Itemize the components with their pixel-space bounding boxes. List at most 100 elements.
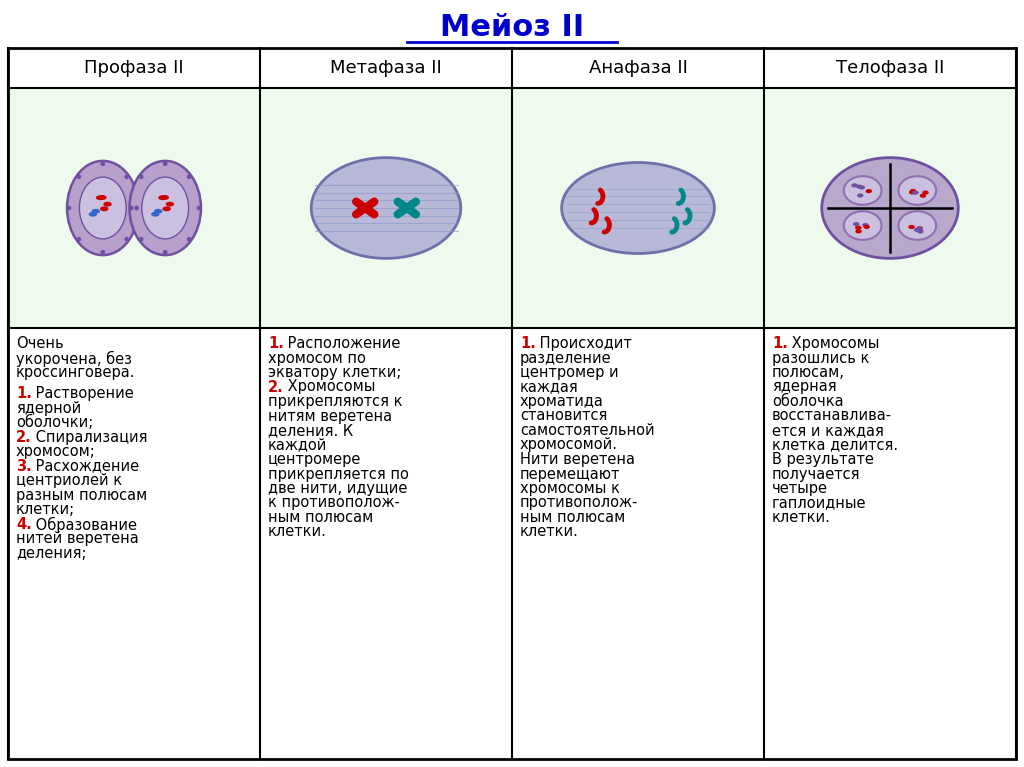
Text: клетки.: клетки. — [520, 525, 579, 539]
Ellipse shape — [858, 186, 865, 189]
Text: Расположение: Расположение — [283, 336, 400, 351]
Text: Происходит: Происходит — [535, 336, 632, 351]
Text: ным полюсам: ным полюсам — [268, 510, 374, 525]
Text: Хромосомы: Хромосомы — [283, 380, 376, 394]
Text: ным полюсам: ным полюсам — [520, 510, 626, 525]
Ellipse shape — [909, 189, 916, 193]
Text: Профаза II: Профаза II — [84, 59, 184, 77]
Text: Спирализация: Спирализация — [31, 430, 147, 445]
Text: Расхождение: Расхождение — [31, 459, 139, 473]
Text: 2.: 2. — [268, 380, 284, 394]
Ellipse shape — [154, 209, 163, 214]
Text: перемещают: перемещают — [520, 466, 621, 482]
Text: Телофаза II: Телофаза II — [836, 59, 944, 77]
Text: Анафаза II: Анафаза II — [589, 59, 687, 77]
Text: 4.: 4. — [16, 516, 32, 532]
Ellipse shape — [853, 222, 859, 226]
Ellipse shape — [163, 206, 171, 211]
Ellipse shape — [844, 211, 882, 240]
Circle shape — [125, 238, 128, 241]
Ellipse shape — [159, 196, 167, 200]
Circle shape — [101, 162, 104, 166]
Text: становится: становится — [520, 409, 607, 423]
Bar — [8, 88, 1016, 328]
Ellipse shape — [920, 193, 926, 198]
Text: 2.: 2. — [16, 430, 32, 445]
Ellipse shape — [100, 206, 109, 211]
Ellipse shape — [865, 189, 872, 193]
Ellipse shape — [909, 190, 915, 195]
Text: разошлись к: разошлись к — [772, 351, 869, 366]
Circle shape — [139, 238, 143, 241]
Text: восстанавлива-: восстанавлива- — [772, 409, 892, 423]
Text: Хромосомы: Хромосомы — [787, 336, 880, 351]
Text: Образование: Образование — [31, 516, 137, 532]
Text: клетки.: клетки. — [772, 510, 830, 525]
Text: получается: получается — [772, 466, 860, 482]
Ellipse shape — [851, 183, 858, 187]
Text: кроссинговера.: кроссинговера. — [16, 365, 135, 380]
Text: разделение: разделение — [520, 351, 611, 366]
Text: Очень: Очень — [16, 336, 63, 351]
Circle shape — [135, 206, 138, 209]
Text: оболочки;: оболочки; — [16, 415, 93, 430]
Text: укорочена, без: укорочена, без — [16, 351, 132, 367]
Text: клетки.: клетки. — [268, 525, 327, 539]
Text: нитей веретена: нитей веретена — [16, 531, 138, 546]
Circle shape — [198, 206, 201, 209]
Circle shape — [77, 175, 81, 179]
Text: Метафаза II: Метафаза II — [330, 59, 442, 77]
Text: ется и каждая: ется и каждая — [772, 423, 884, 438]
Circle shape — [187, 238, 190, 241]
Text: гаплоидные: гаплоидные — [772, 495, 866, 511]
Ellipse shape — [856, 185, 862, 189]
Ellipse shape — [916, 227, 923, 231]
Ellipse shape — [103, 202, 112, 206]
Text: деления. К: деления. К — [268, 423, 353, 438]
Bar — [8, 328, 1016, 759]
Ellipse shape — [918, 229, 924, 234]
Text: четыре: четыре — [772, 481, 828, 496]
Ellipse shape — [80, 177, 126, 239]
Ellipse shape — [561, 163, 715, 254]
Text: Растворение: Растворение — [31, 386, 134, 401]
Text: ядерная: ядерная — [772, 380, 837, 394]
Text: нитям веретена: нитям веретена — [268, 409, 392, 423]
Text: 1.: 1. — [16, 386, 32, 401]
Ellipse shape — [151, 212, 160, 217]
Circle shape — [77, 238, 81, 241]
Text: хромосомой.: хромосомой. — [520, 437, 618, 453]
Circle shape — [403, 205, 410, 211]
Circle shape — [68, 206, 71, 209]
Text: хромосомы к: хромосомы к — [520, 481, 620, 496]
Ellipse shape — [129, 161, 201, 255]
Circle shape — [130, 206, 133, 209]
Text: центриолей к: центриолей к — [16, 473, 122, 488]
Text: самостоятельной: самостоятельной — [520, 423, 654, 438]
Text: противополож-: противополож- — [520, 495, 638, 511]
Text: деления;: деления; — [16, 545, 86, 561]
Text: каждая: каждая — [520, 380, 579, 394]
Text: ядерной: ядерной — [16, 400, 81, 416]
Ellipse shape — [821, 158, 958, 258]
Ellipse shape — [67, 161, 138, 255]
Ellipse shape — [855, 225, 861, 230]
Circle shape — [187, 175, 190, 179]
Ellipse shape — [141, 177, 188, 239]
Ellipse shape — [96, 196, 104, 200]
Ellipse shape — [89, 212, 97, 217]
Text: В результате: В результате — [772, 452, 873, 467]
Text: к противополож-: к противополож- — [268, 495, 400, 511]
Circle shape — [362, 205, 368, 211]
Text: прикрепляются к: прикрепляются к — [268, 394, 402, 409]
Text: разным полюсам: разным полюсам — [16, 488, 147, 502]
Text: хроматида: хроматида — [520, 394, 604, 409]
Ellipse shape — [863, 225, 870, 229]
Circle shape — [139, 175, 143, 179]
Text: центромер и: центромер и — [520, 365, 618, 380]
Ellipse shape — [855, 229, 862, 233]
Text: хромосом по: хромосом по — [268, 351, 366, 366]
Circle shape — [164, 162, 167, 166]
Ellipse shape — [913, 228, 921, 232]
Text: 1.: 1. — [268, 336, 284, 351]
